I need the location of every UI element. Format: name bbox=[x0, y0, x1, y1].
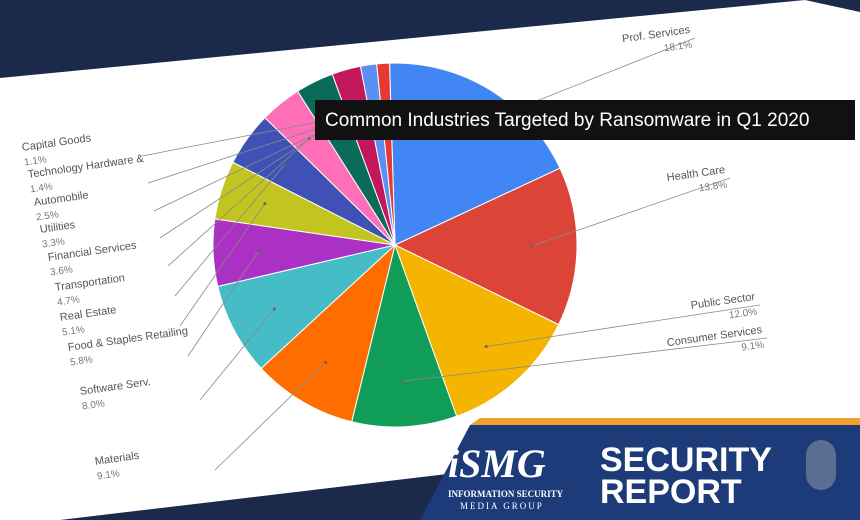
slice-value-label: 4.7% bbox=[56, 294, 80, 308]
pie-slice bbox=[393, 167, 578, 326]
pie-slice bbox=[394, 244, 560, 417]
slice-value-label: 5.8% bbox=[69, 354, 93, 368]
microphone-icon bbox=[806, 440, 836, 490]
leader-dot bbox=[282, 163, 286, 167]
slice-value-label: 13.8% bbox=[698, 180, 728, 195]
leader-line bbox=[174, 165, 285, 297]
slice-value-label: 2.5% bbox=[35, 209, 59, 223]
slice-value-label: 18.1% bbox=[663, 40, 693, 55]
leader-line bbox=[486, 304, 761, 347]
leader-line bbox=[159, 122, 335, 239]
slice-value-label: 9.1% bbox=[741, 340, 765, 354]
logo-line: MEDIA GROUP bbox=[460, 501, 544, 511]
banner bbox=[420, 425, 860, 520]
slice-value-label: 1.1% bbox=[23, 154, 47, 168]
slice-value-label: 1.4% bbox=[29, 181, 53, 195]
leader-line bbox=[167, 138, 310, 267]
slice-value-label: 5.1% bbox=[61, 324, 85, 338]
leader-dot bbox=[484, 345, 488, 349]
leader-line bbox=[402, 337, 768, 382]
leader-dot bbox=[263, 202, 267, 206]
slice-label: Utilities bbox=[39, 219, 76, 236]
pie-slice bbox=[351, 243, 458, 428]
leader-line bbox=[199, 308, 275, 401]
leader-dot bbox=[529, 244, 533, 248]
leader-line bbox=[179, 203, 266, 327]
title-box bbox=[315, 100, 855, 140]
logo-line: INFORMATION SECURITY bbox=[448, 489, 564, 499]
banner-stripe bbox=[470, 418, 860, 425]
slice-value-label: 9.1% bbox=[96, 468, 120, 482]
leader-dot bbox=[257, 249, 261, 253]
leader-dot bbox=[400, 379, 404, 383]
slice-value-label: 12.0% bbox=[728, 307, 758, 322]
report-title: REPORT bbox=[600, 473, 742, 511]
leader-dot bbox=[324, 361, 328, 365]
leader-line bbox=[214, 362, 326, 471]
leader-line bbox=[531, 177, 731, 247]
leader-line bbox=[187, 250, 259, 357]
slice-value-label: 3.6% bbox=[49, 264, 73, 278]
report-title: SECURITY bbox=[600, 441, 772, 479]
chart-title: Common Industries Targeted by Ransomware… bbox=[325, 110, 809, 131]
pie-slice bbox=[260, 243, 396, 423]
slice-value-label: 3.3% bbox=[41, 236, 65, 250]
leader-dot bbox=[272, 307, 276, 311]
logo: iSMG bbox=[448, 441, 546, 486]
slice-value-label: 8.0% bbox=[81, 398, 105, 412]
pie-slice bbox=[217, 244, 397, 370]
